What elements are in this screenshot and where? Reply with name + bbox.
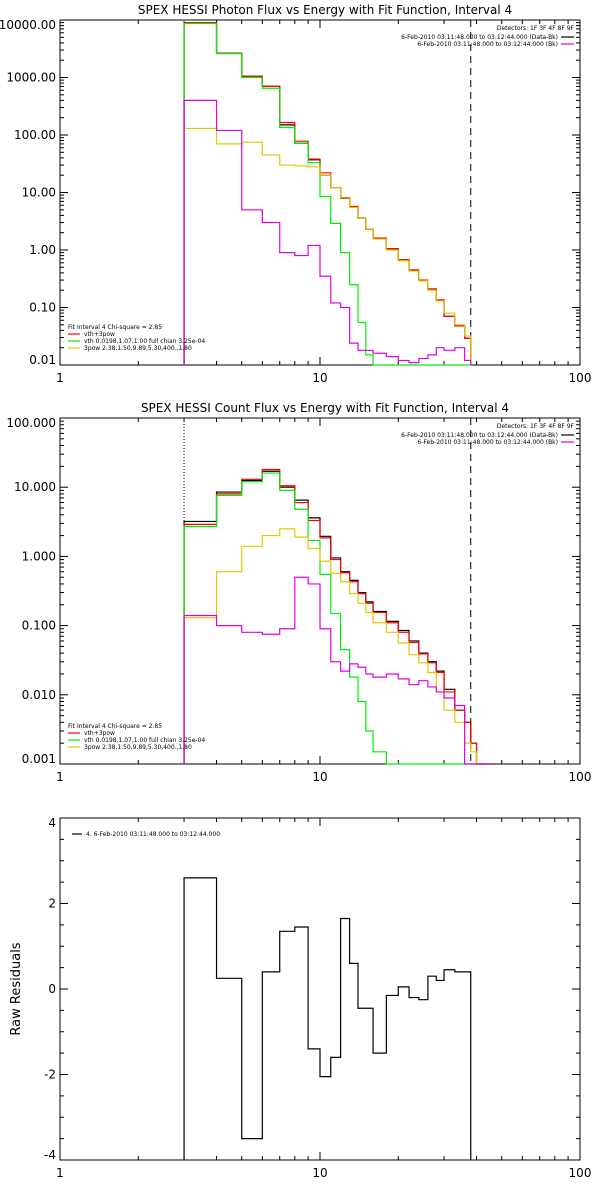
series-red — [183, 468, 490, 765]
x-tick-label: 1 — [56, 371, 64, 385]
y-tick-label: -4 — [44, 1148, 56, 1162]
y-tick-label: 0.10 — [29, 301, 56, 315]
y-tick-label: 10000.00 — [0, 18, 56, 32]
photon-flux-legend-bottom: Fit Interval 4 Chi-square = 2.85vth+3pow… — [68, 324, 205, 352]
residuals-series — [183, 877, 472, 1160]
legend-header: Detectors: 1F 3F 4F 8F 9F — [497, 25, 575, 32]
y-tick-label: 100.000 — [6, 416, 56, 430]
photon-flux-title: SPEX HESSI Photon Flux vs Energy with Fi… — [138, 3, 512, 17]
x-tick-label: 1 — [56, 1166, 64, 1180]
x-tick-label: 1 — [56, 770, 64, 784]
y-tick-label: 10.00 — [22, 186, 56, 200]
photon-flux-axes: 1 10 100 0.01 0.10 1.00 10.00 100.00 1000.00 1000… — [0, 18, 591, 385]
y-tick-label: 0 — [48, 982, 56, 996]
series-magenta — [183, 576, 490, 765]
fit-legend-header: Fit Interval 4 Chi-square = 2.85 — [68, 324, 162, 331]
y-tick-label: 1.000 — [22, 549, 56, 563]
residuals-axes: 1 10 100 -4 -2 0 2 4 — [44, 816, 591, 1180]
y-tick-label: -2 — [44, 1068, 56, 1082]
fit-legend-entry: vth 0.0198,1.07,1.00 full chian 3.25e-04 — [84, 338, 205, 345]
series-black — [183, 877, 472, 1160]
x-tick-label: 100 — [569, 371, 592, 385]
series-red — [183, 22, 472, 365]
y-tick-label: 1000.00 — [6, 71, 56, 85]
y-tick-label: 10.000 — [14, 480, 56, 494]
photon-flux-series — [183, 20, 472, 366]
residual-legend-entry: 4. 6-Feb-2010 03:11:48.000 to 03:12:44.0… — [86, 831, 220, 838]
count-flux-legend-bottom: Fit Interval 4 Chi-square = 2.85vth+3pow… — [68, 723, 205, 751]
series-yellow — [183, 528, 490, 765]
series-magenta — [183, 99, 472, 365]
y-tick-label: 1.00 — [29, 243, 56, 257]
y-tick-label: 0.010 — [22, 688, 56, 702]
y-tick-label: 4 — [48, 816, 56, 830]
residuals-ylabel: Raw Residuals — [9, 942, 24, 1035]
count-flux-axes: 1 10 100 0.001 0.010 0.100 1.000 10.000 100.000 — [6, 416, 591, 784]
x-tick-label: 10 — [312, 371, 327, 385]
x-tick-label: 100 — [569, 1166, 592, 1180]
photon-flux-legend-top: Detectors: 1F 3F 4F 8F 9F 6-Feb-2010 03:1… — [401, 25, 574, 48]
fit-legend-entry: 3pow 2.38,1.50,9.89,5.30,400.,1.80 — [84, 744, 192, 751]
x-tick-label: 10 — [312, 770, 327, 784]
legend-entry: 6-Feb-2010 03:11:48.000 to 03:12:44.000 … — [417, 439, 558, 446]
x-tick-label: 10 — [312, 1166, 327, 1180]
series-black — [183, 470, 490, 765]
fit-legend-entry: vth 0.0198,1.07,1.00 full chian 3.25e-04 — [84, 737, 205, 744]
residuals-legend: 4. 6-Feb-2010 03:11:48.000 to 03:12:44.0… — [72, 831, 220, 838]
count-flux-title: SPEX HESSI Count Flux vs Energy with Fit… — [141, 401, 509, 415]
residuals-panel: Raw Residuals 1 10 100 -4 -2 0 2 4 4. 6-Feb-201… — [9, 816, 591, 1180]
legend-entry: 6-Feb-2010 03:11:48.000 to 03:12:44.000 … — [401, 34, 558, 41]
fit-legend-header: Fit Interval 4 Chi-square = 2.85 — [68, 723, 162, 730]
fit-legend-entry: vth+3pow — [84, 730, 115, 737]
legend-entry: 6-Feb-2010 03:11:48.000 to 03:12:44.000 … — [417, 41, 558, 48]
count-flux-series — [183, 418, 490, 765]
photon-flux-panel: SPEX HESSI Photon Flux vs Energy with Fi… — [0, 3, 591, 385]
x-tick-label: 100 — [569, 770, 592, 784]
y-tick-label: 0.01 — [29, 353, 56, 367]
y-tick-label: 2 — [48, 897, 56, 911]
fit-legend-entry: 3pow 2.38,1.50,9.89,5.30,400.,1.80 — [84, 345, 192, 352]
residuals-plot-frame — [59, 817, 581, 1161]
count-flux-legend-top: Detectors: 1F 3F 4F 8F 9F 6-Feb-2010 03:1… — [401, 423, 574, 446]
y-tick-label: 0.100 — [22, 619, 56, 633]
series-yellow — [183, 127, 472, 365]
series-black — [183, 22, 472, 365]
series-green — [183, 472, 490, 765]
y-tick-label: 100.00 — [14, 128, 56, 142]
legend-entry: 6-Feb-2010 03:11:48.000 to 03:12:44.000 … — [401, 432, 558, 439]
series-green — [183, 22, 471, 366]
count-flux-panel: SPEX HESSI Count Flux vs Energy with Fit… — [6, 401, 591, 784]
legend-header: Detectors: 1F 3F 4F 8F 9F — [497, 423, 575, 430]
fit-legend-entry: vth+3pow — [84, 331, 115, 338]
y-tick-label: 0.001 — [22, 752, 56, 766]
